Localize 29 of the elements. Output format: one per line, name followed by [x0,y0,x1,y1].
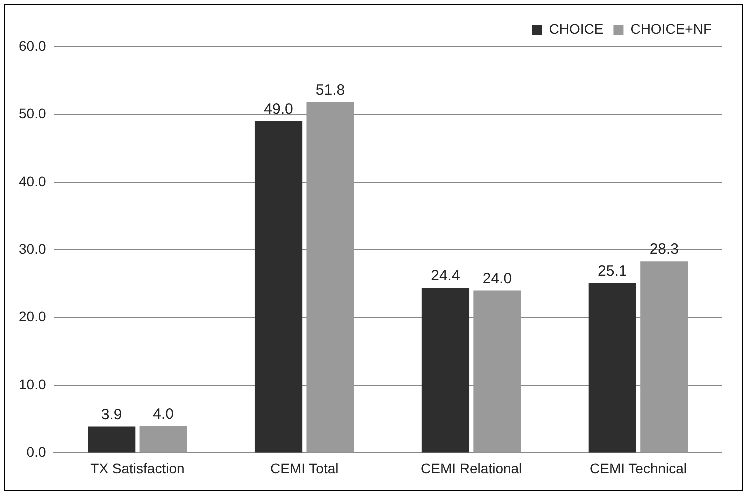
bar [306,102,354,453]
data-label: 4.0 [153,406,174,423]
data-label: 24.0 [482,270,512,288]
bar [474,290,522,453]
data-label: 28.3 [650,241,680,258]
y-tick-label: 50.0 [19,106,46,122]
legend-label: CHOICE+NF [630,20,712,37]
bar [640,262,688,453]
data-label: 25.1 [598,262,628,280]
x-tick-label: TX Satisfaction [90,460,185,476]
x-tick-label: CEMI Total [270,460,339,476]
y-tick-label: 0.0 [26,444,46,460]
data-label: 51.8 [316,82,346,100]
bar [254,121,303,453]
x-tick-label: CEMI Technical [590,460,688,476]
y-tick-label: 40.0 [19,173,46,190]
data-label: 49.0 [264,101,294,118]
y-tick-label: 60.0 [19,38,46,54]
bar [88,426,136,453]
bar [422,288,470,453]
y-tick-label: 30.0 [19,240,46,257]
legend-label: CHOICE [549,20,604,37]
bar [588,283,636,453]
y-tick-label: 10.0 [19,376,46,392]
bar [140,426,188,453]
x-tick-label: CEMI Relational [421,460,522,476]
data-label: 24.4 [431,268,460,285]
data-label: 3.9 [101,406,122,424]
y-tick-label: 20.0 [19,308,46,325]
